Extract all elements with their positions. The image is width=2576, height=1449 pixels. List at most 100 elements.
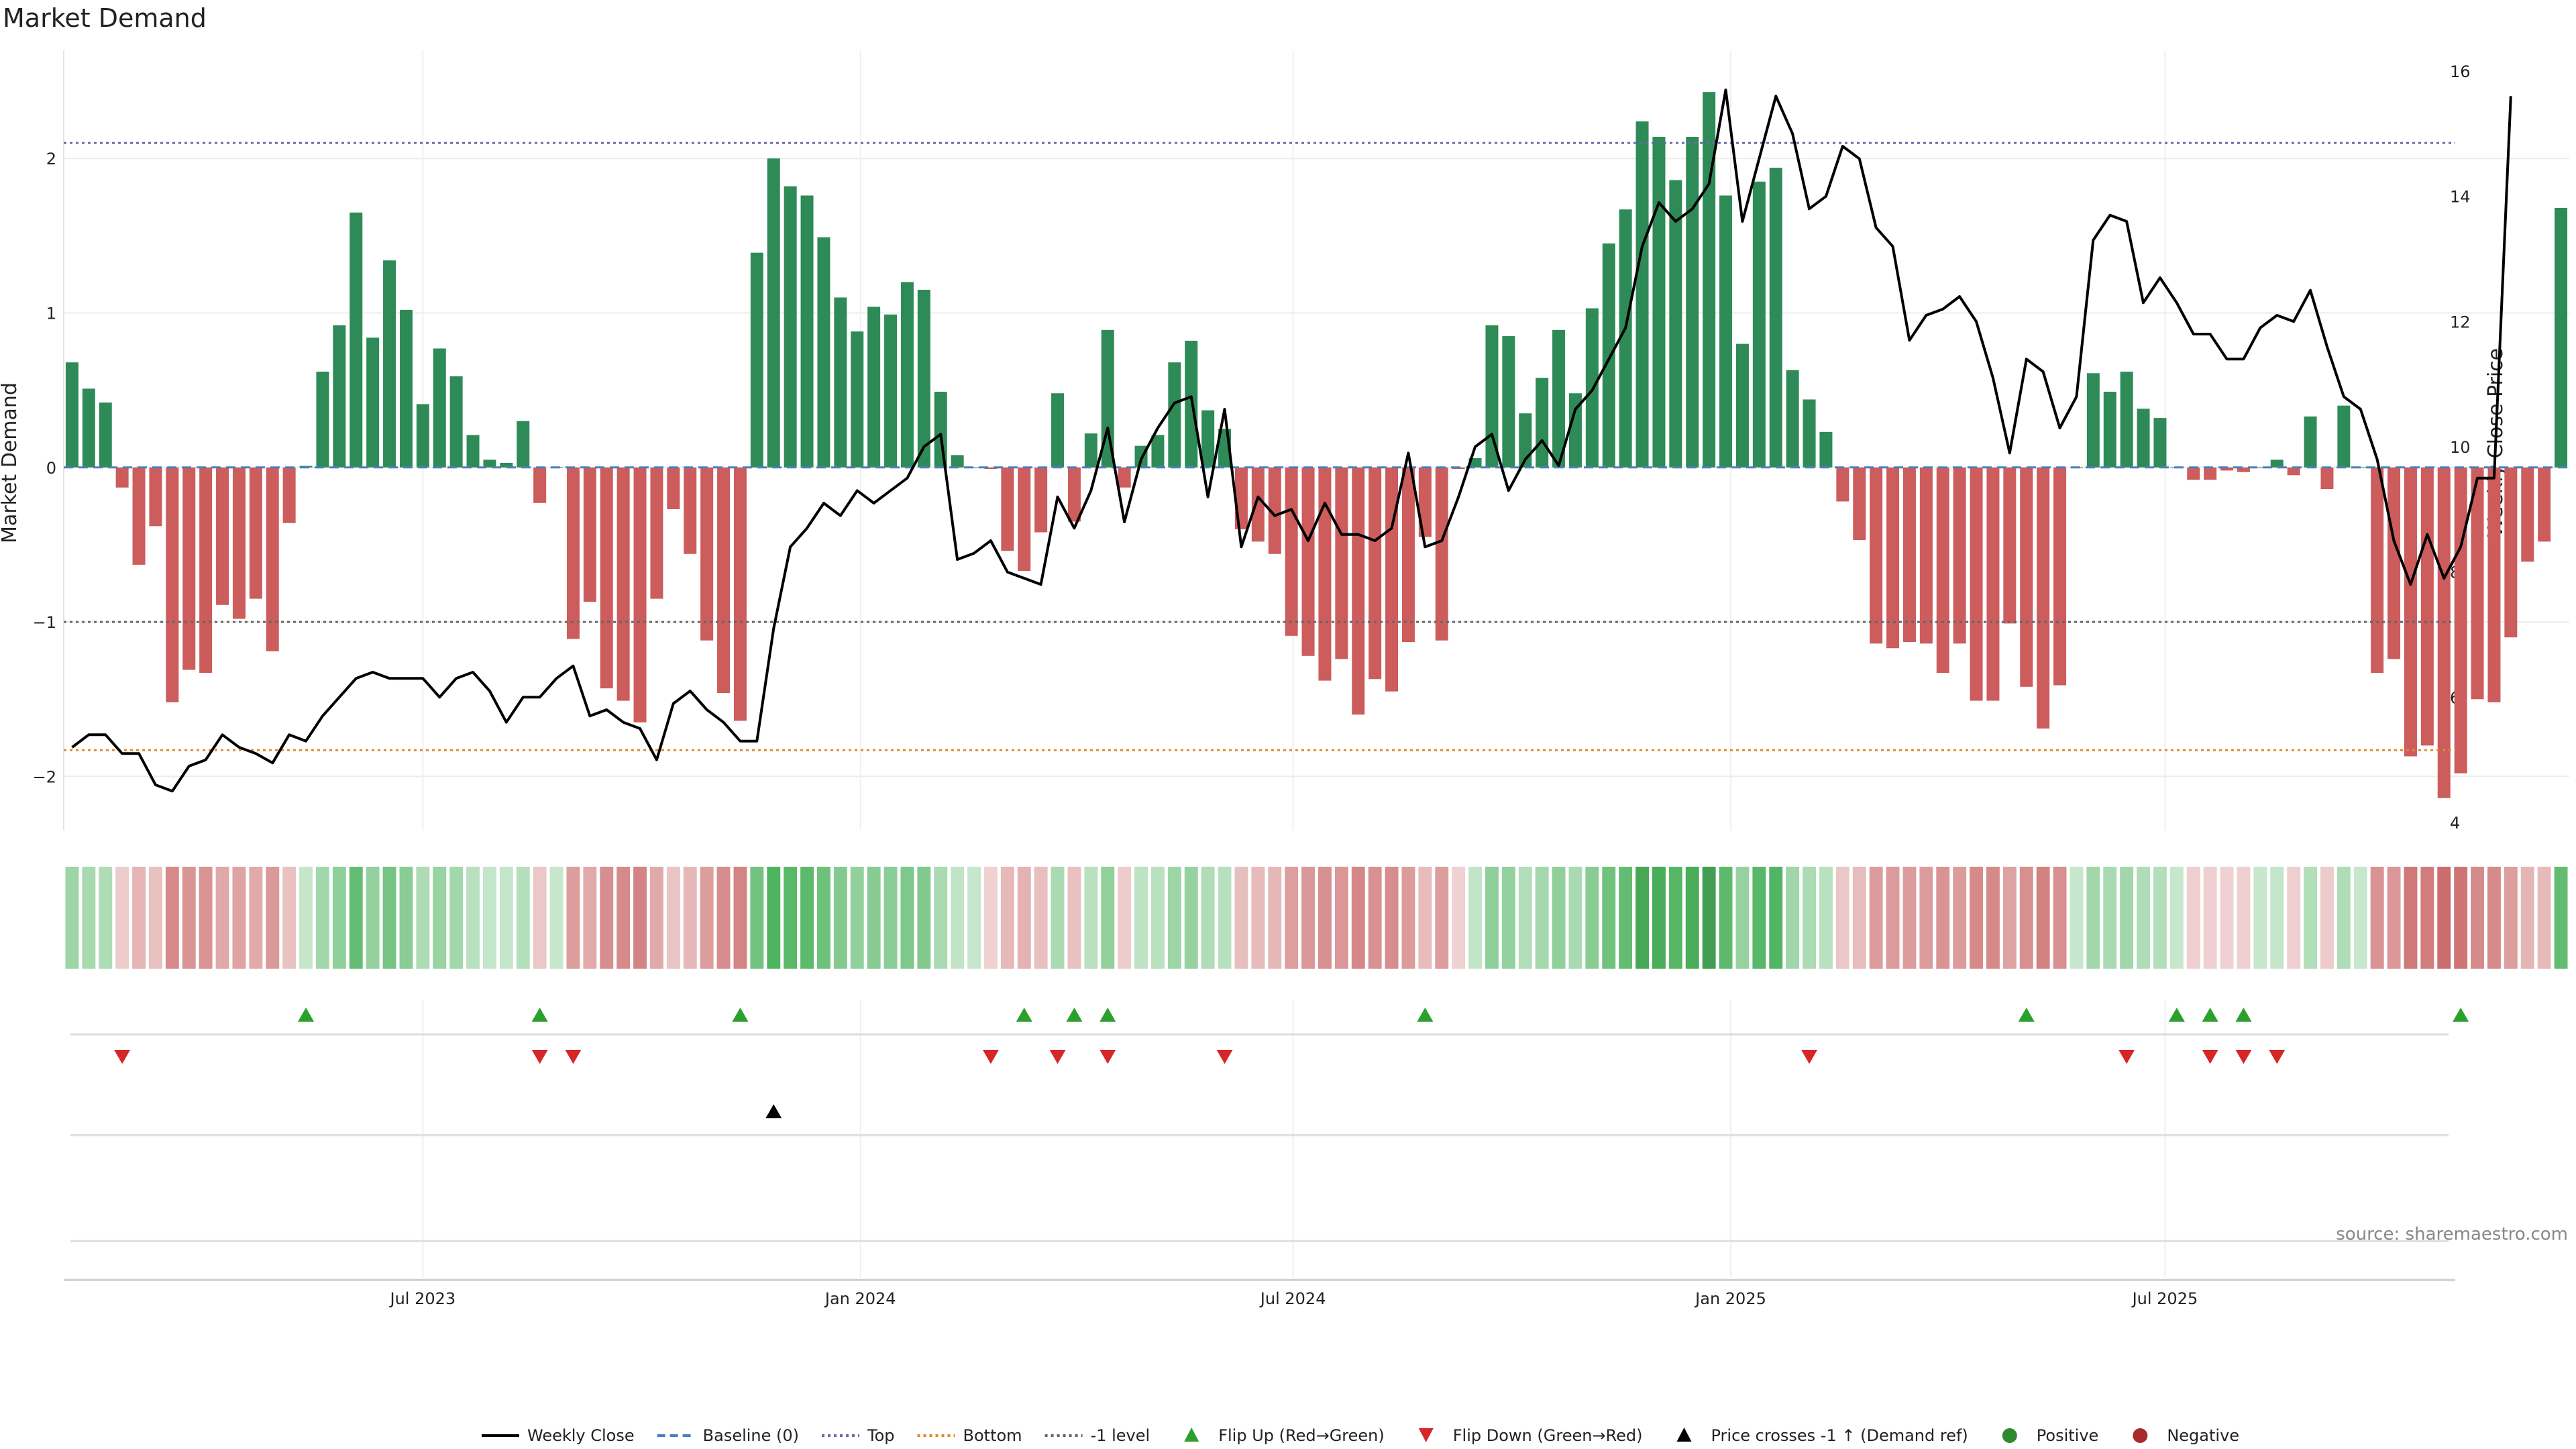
demand-heat-cell	[1385, 867, 1399, 969]
demand-heat-cell	[1268, 867, 1282, 969]
demand-bar-positive	[2270, 460, 2284, 468]
demand-bar-negative	[149, 467, 162, 527]
demand-heat-cell	[967, 867, 981, 969]
demand-heat-cell	[232, 867, 246, 969]
demand-bar-negative	[2037, 467, 2050, 729]
demand-heat-cell	[499, 867, 513, 969]
demand-bar-negative	[1352, 467, 1365, 715]
demand-heat-cell	[1218, 867, 1232, 969]
demand-bar-negative	[717, 467, 731, 694]
demand-bar-negative	[1902, 467, 1916, 643]
demand-heat-cell	[1184, 867, 1198, 969]
demand-heat-cell	[249, 867, 263, 969]
demand-heat-cell	[2537, 867, 2551, 969]
demand-heat-cell	[833, 867, 847, 969]
demand-bar-positive	[316, 372, 329, 468]
demand-heat-cell	[1234, 867, 1248, 969]
demand-bar-negative	[1001, 467, 1014, 551]
demand-heat-cell	[1752, 867, 1766, 969]
y-tick-label-right: 16	[2450, 62, 2471, 81]
flip-up-marker	[1066, 1008, 1083, 1022]
demand-bar-negative	[733, 467, 747, 721]
demand-heat-cell	[115, 867, 129, 969]
legend: Weekly Close Baseline (0) Top Bottom -1 leve…	[482, 1426, 2239, 1445]
demand-heat-cell	[900, 867, 914, 969]
demand-bar-negative	[583, 467, 596, 602]
demand-heat-cell	[984, 867, 998, 969]
demand-heat-cell	[616, 867, 631, 969]
demand-heat-cell	[1635, 867, 1649, 969]
y-axis-label-left: Market Demand	[0, 382, 21, 543]
demand-heat-cell	[2137, 867, 2150, 969]
demand-bar-negative	[1335, 467, 1348, 659]
demand-heat-cell	[1435, 867, 1449, 969]
demand-bar-positive	[767, 158, 780, 468]
demand-heat-cell	[132, 867, 146, 969]
demand-heat-cell	[2554, 867, 2568, 969]
demand-heat-cell	[1819, 867, 1833, 969]
demand-heat-cell	[332, 867, 346, 969]
demand-heat-cell	[1017, 867, 1031, 969]
flip-up-marker	[1417, 1008, 1434, 1022]
demand-bar-positive	[1084, 433, 1097, 468]
y-tick-label-right: 4	[2450, 814, 2460, 833]
demand-bar-positive	[1552, 329, 1566, 468]
demand-heat-cell	[716, 867, 731, 969]
demand-bar-positive	[1735, 343, 1749, 468]
flip-down-marker	[1049, 1050, 1066, 1064]
demand-heat-cell	[1134, 867, 1148, 969]
demand-bar-negative	[984, 467, 998, 470]
y-tick-label-left: 0	[46, 459, 56, 478]
demand-bar-positive	[834, 297, 847, 468]
flip-down-marker	[2202, 1050, 2218, 1064]
demand-bar-negative	[2187, 467, 2200, 480]
demand-bar-positive	[851, 331, 864, 468]
demand-bar-positive	[82, 388, 95, 468]
demand-bar-negative	[115, 467, 129, 488]
demand-heat-cell	[1835, 867, 1849, 969]
demand-heat-cell	[1685, 867, 1699, 969]
demand-heat-cell	[2304, 867, 2317, 969]
demand-heat-cell	[1769, 867, 1783, 969]
demand-heat-cell	[2454, 867, 2468, 969]
demand-heat-cell	[1702, 867, 1716, 969]
demand-heat-cell	[416, 867, 430, 969]
demand-heat-cell	[1719, 867, 1733, 969]
demand-bar-negative	[249, 467, 262, 599]
demand-heat-cell	[199, 867, 213, 969]
demand-heat-cell	[817, 867, 830, 969]
demand-heat-cell	[1970, 867, 1983, 969]
demand-heat-cell	[516, 867, 530, 969]
demand-bar-negative	[2504, 467, 2518, 638]
demand-heat-cell	[951, 867, 965, 969]
demand-heat-cell	[767, 867, 781, 969]
flip-down-marker	[982, 1050, 999, 1064]
demand-heat-cell	[2287, 867, 2301, 969]
demand-heat-cell	[733, 867, 747, 969]
demand-heat-cell	[2002, 867, 2017, 969]
demand-heat-cell	[750, 867, 764, 969]
demand-heat-cell	[1518, 867, 1532, 969]
demand-bar-negative	[2471, 467, 2484, 700]
demand-bar-positive	[350, 212, 363, 468]
demand-bar-positive	[2120, 372, 2133, 468]
x-tick-label: Jan 2025	[1694, 1289, 1766, 1308]
demand-heat-cell	[2103, 867, 2117, 969]
demand-heat-cell	[867, 867, 881, 969]
demand-heat-cell	[2019, 867, 2033, 969]
demand-heat-cell	[683, 867, 697, 969]
demand-heat-cell	[2186, 867, 2200, 969]
demand-heat-cell	[449, 867, 464, 969]
demand-bar-positive	[1786, 370, 1799, 468]
demand-bar-positive	[1635, 121, 1649, 468]
y-tick-label-left: 2	[46, 150, 56, 168]
demand-heat-cell	[1568, 867, 1582, 969]
demand-heat-cell	[600, 867, 614, 969]
demand-bar-positive	[1602, 243, 1615, 468]
demand-bar-positive	[1769, 168, 1782, 468]
demand-bar-negative	[533, 467, 547, 503]
demand-bar-negative	[1285, 467, 1298, 636]
demand-bar-negative	[616, 467, 630, 701]
demand-bar-positive	[1101, 329, 1114, 468]
